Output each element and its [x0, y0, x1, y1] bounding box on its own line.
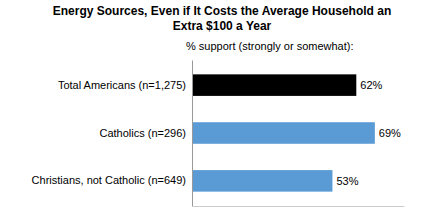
data-label: 53% — [336, 175, 358, 187]
x-axis-line — [193, 206, 405, 207]
y-tick-label: Christians, not Catholic (n=649) — [32, 174, 186, 186]
bars — [192, 74, 375, 191]
x-axis — [193, 206, 405, 207]
data-label: 69% — [379, 127, 401, 139]
y-tick: Christians, not Catholic (n=649) — [32, 174, 186, 186]
data-label: 62% — [360, 79, 382, 91]
bar — [192, 170, 332, 192]
data-labels: 62% 69% 53% — [336, 79, 401, 187]
y-tick: Total Americans (n=1,275) — [58, 79, 186, 91]
subtitle: % support (strongly or somewhat): — [186, 40, 354, 52]
bar — [192, 122, 375, 144]
plot: Total Americans (n=1,275) Catholics (n=29… — [32, 61, 405, 207]
bar — [192, 74, 356, 96]
y-axis: Total Americans (n=1,275) Catholics (n=29… — [32, 61, 193, 207]
y-tick: Catholics (n=296) — [99, 127, 186, 139]
chart: Energy Sources, Even if It Costs the Ave… — [0, 0, 444, 220]
y-axis-line — [192, 61, 193, 207]
y-tick-label: Total Americans (n=1,275) — [58, 79, 186, 91]
y-tick-label: Catholics (n=296) — [99, 127, 186, 139]
title: Energy Sources, Even if It Costs the Ave… — [53, 4, 392, 33]
